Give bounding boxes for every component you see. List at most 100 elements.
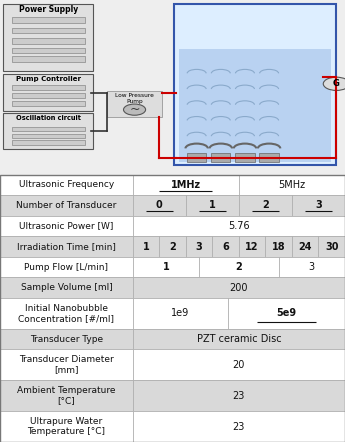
Text: 1MHz: 1MHz xyxy=(171,180,201,190)
Bar xyxy=(107,91,162,117)
Text: Ultrasonic Power [W]: Ultrasonic Power [W] xyxy=(19,221,114,231)
Bar xyxy=(239,236,265,257)
Bar xyxy=(239,175,345,195)
Bar xyxy=(318,236,345,257)
Bar xyxy=(133,329,345,350)
Bar xyxy=(213,236,239,257)
Text: 6: 6 xyxy=(222,242,229,251)
Text: Low Pressure: Low Pressure xyxy=(115,93,154,98)
Text: 12: 12 xyxy=(245,242,259,251)
Circle shape xyxy=(323,77,345,91)
Bar xyxy=(0,195,133,216)
Text: 24: 24 xyxy=(298,242,312,251)
Bar xyxy=(133,380,345,411)
Bar xyxy=(133,278,345,298)
FancyBboxPatch shape xyxy=(3,114,93,149)
Bar xyxy=(199,257,279,278)
Text: Oscillation circuit: Oscillation circuit xyxy=(16,115,81,122)
Text: PZT ceramic Disc: PZT ceramic Disc xyxy=(197,334,281,344)
FancyBboxPatch shape xyxy=(174,4,336,165)
Text: 2: 2 xyxy=(236,262,242,272)
Text: 3: 3 xyxy=(196,242,203,251)
Text: Transducer Diameter
[mm]: Transducer Diameter [mm] xyxy=(19,355,114,374)
Text: 2: 2 xyxy=(169,242,176,251)
Text: 1e9: 1e9 xyxy=(171,309,190,318)
Text: 3: 3 xyxy=(315,200,322,210)
Bar xyxy=(133,350,345,380)
Bar xyxy=(12,48,85,53)
Text: 1: 1 xyxy=(143,242,149,251)
Bar xyxy=(0,216,133,236)
Bar xyxy=(0,257,133,278)
Bar xyxy=(12,101,85,106)
Text: 200: 200 xyxy=(230,283,248,293)
Bar xyxy=(12,85,85,90)
Bar xyxy=(133,298,228,329)
Bar xyxy=(292,195,345,216)
Bar xyxy=(265,236,292,257)
Bar xyxy=(12,38,85,44)
Text: 5.76: 5.76 xyxy=(228,221,250,231)
Bar xyxy=(133,257,199,278)
Text: Pump Controller: Pump Controller xyxy=(16,76,81,82)
Text: G: G xyxy=(333,79,340,88)
Text: 1: 1 xyxy=(209,200,216,210)
Text: Number of Transducer: Number of Transducer xyxy=(16,201,117,210)
Bar xyxy=(0,175,133,195)
Bar xyxy=(186,236,213,257)
Bar xyxy=(0,350,133,380)
Text: ~: ~ xyxy=(129,103,140,116)
Text: 1: 1 xyxy=(162,262,169,272)
Text: Transducer Type: Transducer Type xyxy=(30,335,103,343)
Bar xyxy=(12,93,85,98)
Bar xyxy=(259,153,279,162)
FancyBboxPatch shape xyxy=(3,4,93,71)
Text: 20: 20 xyxy=(233,360,245,370)
Text: Pump: Pump xyxy=(126,99,143,104)
Bar xyxy=(133,216,345,236)
Bar xyxy=(187,153,206,162)
Text: 2: 2 xyxy=(262,200,269,210)
Bar xyxy=(0,298,133,329)
Bar xyxy=(12,140,85,145)
Circle shape xyxy=(124,104,146,115)
Text: Irradiation Time [min]: Irradiation Time [min] xyxy=(17,242,116,251)
Text: 0: 0 xyxy=(156,200,163,210)
Text: Pump Flow [L/min]: Pump Flow [L/min] xyxy=(24,263,108,272)
Text: 23: 23 xyxy=(233,422,245,431)
Bar xyxy=(12,57,85,62)
Bar xyxy=(179,49,331,162)
Bar xyxy=(186,195,239,216)
Bar xyxy=(235,153,255,162)
Bar xyxy=(239,195,292,216)
Bar xyxy=(292,236,318,257)
Text: Ambient Temperature
[°C]: Ambient Temperature [°C] xyxy=(17,386,116,405)
Bar xyxy=(211,153,230,162)
Text: 23: 23 xyxy=(233,391,245,401)
Bar xyxy=(279,257,345,278)
Bar xyxy=(133,175,239,195)
Bar xyxy=(0,236,133,257)
Text: Initial Nanobubble
Concentration [#/ml]: Initial Nanobubble Concentration [#/ml] xyxy=(18,304,115,323)
Text: 5e9: 5e9 xyxy=(277,309,297,318)
FancyBboxPatch shape xyxy=(3,74,93,111)
Bar xyxy=(12,17,85,23)
Bar xyxy=(0,411,133,442)
Text: Ultrapure Water
Temperature [°C]: Ultrapure Water Temperature [°C] xyxy=(27,417,106,436)
Text: Power Supply: Power Supply xyxy=(19,5,78,14)
Bar xyxy=(228,298,345,329)
Text: 5MHz: 5MHz xyxy=(278,180,306,190)
Bar xyxy=(12,27,85,33)
Bar xyxy=(12,133,85,138)
Bar xyxy=(0,380,133,411)
Text: 18: 18 xyxy=(272,242,286,251)
Text: 3: 3 xyxy=(309,262,315,272)
Text: Sample Volume [ml]: Sample Volume [ml] xyxy=(21,283,112,292)
Bar xyxy=(12,127,85,131)
Bar xyxy=(159,236,186,257)
Bar xyxy=(133,195,186,216)
Bar xyxy=(133,411,345,442)
Bar xyxy=(0,329,133,350)
Text: Ultrasonic Frequency: Ultrasonic Frequency xyxy=(19,180,114,189)
Text: 30: 30 xyxy=(325,242,338,251)
